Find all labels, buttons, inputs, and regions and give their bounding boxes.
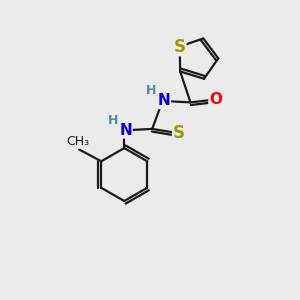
- Text: CH₃: CH₃: [66, 135, 89, 148]
- Text: H: H: [146, 84, 156, 97]
- Text: S: S: [173, 124, 185, 142]
- Text: O: O: [209, 92, 222, 107]
- Text: H: H: [108, 114, 118, 127]
- Text: N: N: [158, 93, 170, 108]
- Text: S: S: [174, 38, 186, 56]
- Text: N: N: [119, 123, 132, 138]
